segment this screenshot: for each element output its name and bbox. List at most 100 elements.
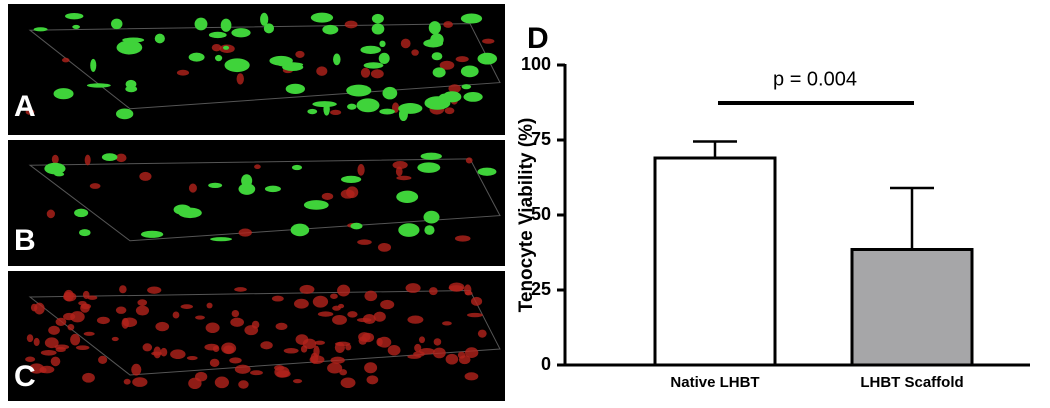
cell-dead — [327, 362, 343, 374]
cell-dead — [123, 378, 131, 385]
cell-dead — [40, 349, 57, 356]
cell-dead — [419, 348, 435, 355]
cell-live — [231, 28, 251, 38]
cell-dead — [234, 364, 251, 374]
cell-dead — [346, 186, 359, 199]
cell-dead — [312, 295, 329, 308]
cell-dead — [229, 357, 242, 364]
cell-live — [340, 175, 362, 184]
cell-dead — [63, 312, 76, 321]
cell-live — [194, 17, 208, 31]
cell-dead — [230, 317, 245, 327]
cell-dead — [231, 309, 240, 318]
cell-live — [432, 67, 446, 78]
micrographs — [8, 4, 505, 401]
cell-dead — [25, 356, 36, 362]
cell-live — [382, 86, 398, 100]
cell-dead — [317, 311, 334, 317]
cell-live — [264, 185, 281, 193]
cell-dead — [377, 336, 392, 348]
cell-live — [90, 58, 97, 72]
cell-dead — [70, 333, 81, 346]
cell-dead — [442, 321, 452, 326]
cell-dead — [251, 320, 260, 329]
y-tick-label: 75 — [531, 129, 551, 149]
cell-live — [360, 45, 381, 54]
cell-dead — [78, 300, 87, 306]
cell-dead — [111, 336, 119, 342]
cell-live — [125, 79, 137, 89]
cell-dead — [188, 183, 197, 193]
cell-dead — [260, 341, 273, 350]
cell-live — [116, 108, 134, 120]
cell-live — [398, 107, 408, 122]
cell-dead — [344, 20, 358, 29]
cell-dead — [250, 370, 263, 376]
panel-a-image — [8, 4, 505, 135]
cell-dead — [283, 348, 299, 354]
cell-dead — [373, 311, 386, 322]
cell-dead — [395, 166, 403, 177]
cell-live — [263, 23, 275, 34]
cell-dead — [418, 336, 426, 344]
cell-live — [220, 18, 232, 32]
cell-live — [101, 153, 118, 161]
cell-live — [303, 200, 329, 210]
cell-live — [378, 52, 390, 65]
cell-dead — [464, 347, 479, 358]
cell-live — [438, 93, 451, 105]
cell-dead — [439, 60, 455, 70]
cell-dead — [25, 109, 35, 115]
cell-live — [346, 84, 372, 97]
panel-label: D — [527, 22, 549, 55]
cell-dead — [180, 304, 193, 309]
cell-dead — [48, 325, 60, 335]
cell-live — [260, 12, 269, 26]
cell-dead — [98, 355, 108, 365]
cell-dead — [445, 353, 459, 365]
cell-live — [460, 13, 483, 24]
annotation: p = 0.004 — [773, 68, 857, 90]
cell-dead — [115, 153, 127, 163]
panel-label: B — [14, 224, 36, 257]
cell-dead — [238, 228, 252, 237]
cell-dead — [293, 298, 309, 309]
cell-dead — [135, 305, 150, 316]
bar — [653, 156, 777, 367]
cell-dead — [211, 43, 222, 52]
cell-dead — [132, 377, 148, 387]
cell-live — [423, 39, 444, 48]
cell-dead — [39, 365, 55, 374]
cell-dead — [407, 354, 422, 359]
cell-dead — [293, 378, 303, 384]
box-outline — [28, 23, 501, 110]
cell-dead — [170, 349, 186, 360]
cell-dead — [75, 345, 90, 351]
cell-dead — [414, 343, 422, 352]
cell-dead — [275, 322, 288, 331]
cell-live — [460, 65, 479, 78]
cell-dead — [443, 21, 453, 28]
cell-live — [461, 84, 472, 90]
cell-dead — [362, 314, 376, 325]
cell-dead — [238, 380, 249, 389]
cell-dead — [429, 287, 438, 296]
cell-dead — [366, 375, 379, 385]
cell-dead — [70, 311, 85, 323]
cell-dead — [80, 303, 90, 313]
cell-dead — [122, 317, 138, 328]
y-tick-label: 100 — [521, 54, 551, 74]
cell-dead — [221, 342, 237, 355]
cell-dead — [432, 347, 446, 359]
cell-live — [54, 172, 65, 177]
cell-dead — [377, 242, 392, 252]
cell-live — [398, 223, 420, 237]
cell-dead — [137, 299, 148, 306]
cell-dead — [147, 286, 162, 294]
cell-live — [210, 237, 233, 242]
cell-dead — [87, 295, 98, 300]
cell-dead — [209, 358, 220, 367]
cell-live — [72, 24, 80, 29]
cell-live — [424, 225, 435, 235]
